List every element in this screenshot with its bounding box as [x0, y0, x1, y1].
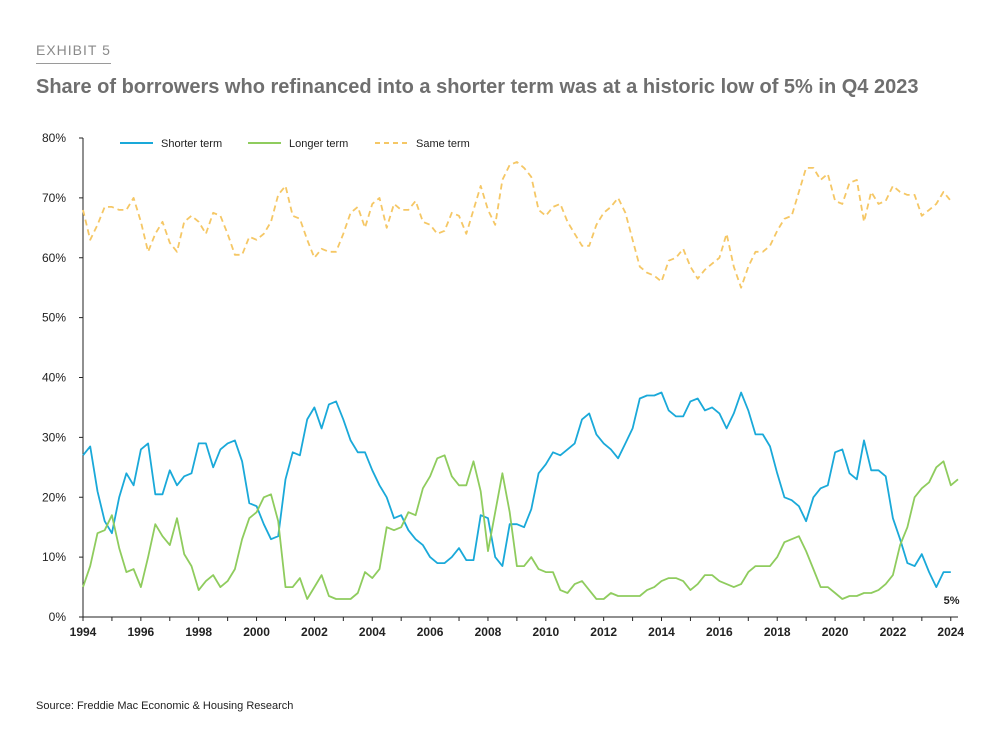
x-tick-label: 2024 — [937, 625, 964, 639]
x-tick-label: 2010 — [532, 625, 559, 639]
x-tick-label: 2018 — [764, 625, 791, 639]
x-tick-label: 1998 — [185, 625, 212, 639]
x-tick-label: 2000 — [243, 625, 270, 639]
y-tick-label: 10% — [42, 550, 66, 564]
y-tick-label: 20% — [42, 490, 66, 504]
x-tick-label: 2004 — [359, 625, 386, 639]
legend-label-longer-term: Longer term — [289, 138, 348, 150]
series-line-shorter-term — [82, 391, 951, 588]
legend-label-same-term: Same term — [416, 138, 470, 150]
x-tick-label: 2016 — [706, 625, 733, 639]
exhibit-label: EXHIBIT 5 — [36, 42, 111, 64]
x-tick-label: 2022 — [880, 625, 907, 639]
y-tick-label: 50% — [42, 311, 66, 325]
series-line-longer-term — [82, 454, 959, 600]
y-tick-label: 0% — [49, 610, 67, 624]
x-tick-label: 2020 — [822, 625, 849, 639]
x-tick-label: 2014 — [648, 625, 675, 639]
x-tick-label: 2002 — [301, 625, 328, 639]
source-note: Source: Freddie Mac Economic & Housing R… — [36, 700, 294, 712]
series-line-same-term — [82, 161, 952, 289]
annotations: 5% — [944, 595, 960, 607]
x-tick-label: 1996 — [127, 625, 154, 639]
x-tick-label: 2006 — [417, 625, 444, 639]
x-tick-label: 2008 — [475, 625, 502, 639]
chart-title: Share of borrowers who refinanced into a… — [36, 76, 919, 98]
y-tick-label: 80% — [42, 131, 66, 145]
y-tick-label: 70% — [42, 191, 66, 205]
x-tick-label: 1994 — [70, 625, 97, 639]
y-tick-label: 60% — [42, 251, 66, 265]
legend-label-shorter-term: Shorter term — [161, 138, 222, 150]
legend: Shorter term Longer term Same term — [120, 138, 470, 150]
y-tick-label: 40% — [42, 371, 66, 385]
series-lines — [82, 161, 959, 600]
axes: 0% 10% 20% 30% 40% 50% 60% 70% 80% 1994 1996 1998 20… — [42, 131, 964, 639]
annotation-low-value: 5% — [944, 595, 960, 607]
y-tick-label: 30% — [42, 430, 66, 444]
x-tick-label: 2012 — [590, 625, 617, 639]
